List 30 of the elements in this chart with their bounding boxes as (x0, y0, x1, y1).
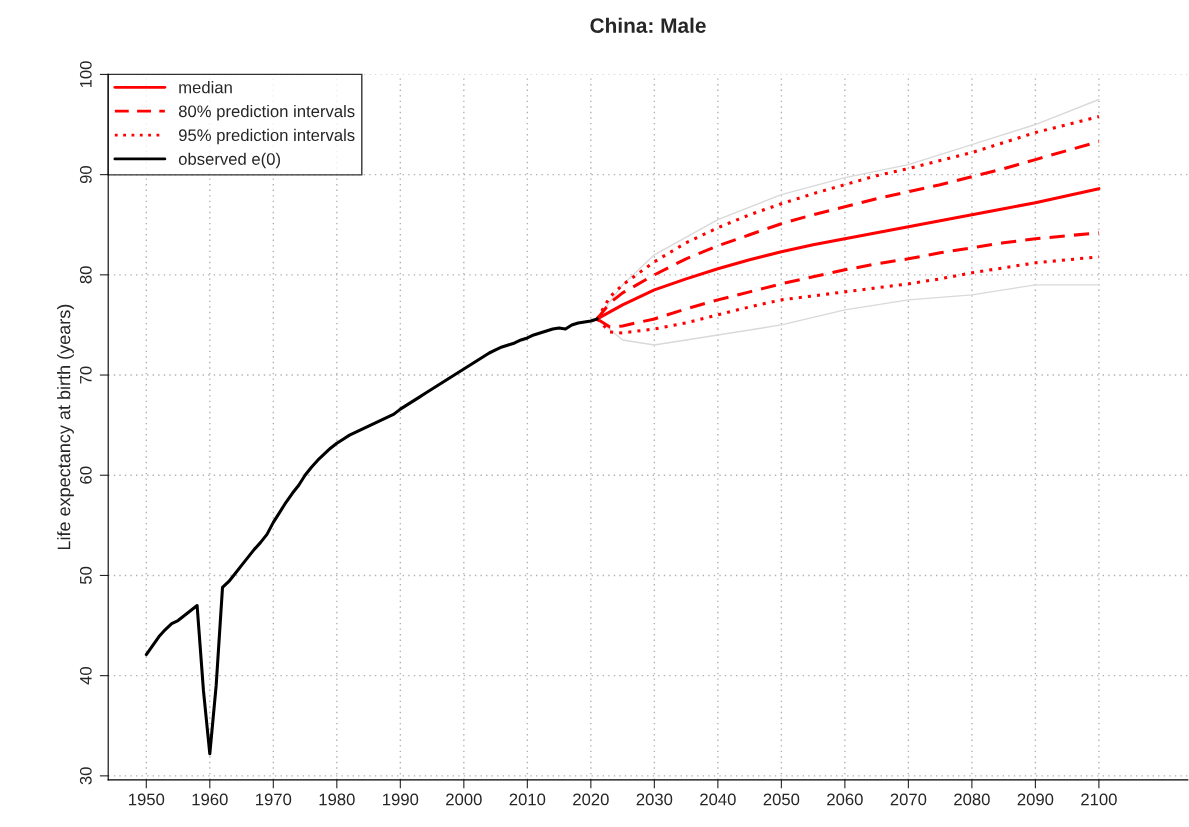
x-tick-label: 1980 (319, 793, 355, 806)
y-tick-label: 80 (79, 266, 92, 284)
x-tick-label: 2000 (446, 793, 482, 806)
y-tick-label: 60 (79, 466, 92, 484)
y-tick-label: 70 (79, 366, 92, 384)
x-tick-label: 1970 (256, 793, 292, 806)
legend-label: median (179, 81, 232, 94)
x-tick-label: 2030 (636, 793, 673, 806)
y-axis-title: Life expectancy at birth (years) (57, 304, 74, 550)
x-tick-label: 2020 (573, 793, 609, 806)
y-tick-label: 40 (79, 667, 92, 685)
x-tick-label: 2010 (509, 793, 546, 806)
x-tick-label: 1960 (192, 793, 228, 806)
x-tick-label: 2050 (763, 793, 800, 806)
legend-label: 80% prediction intervals (178, 104, 355, 121)
x-tick-label: 2070 (890, 793, 927, 806)
legend-label: observed e(0) (178, 152, 280, 169)
chart-title: China: Male (590, 17, 706, 33)
y-tick-label: 100 (79, 61, 92, 88)
y-tick-label: 50 (79, 566, 92, 585)
x-tick-label: 2060 (827, 793, 863, 806)
x-tick-label: 2090 (1017, 793, 1054, 806)
x-tick-label: 1990 (383, 793, 419, 806)
y-tick-label: 30 (79, 767, 92, 785)
x-tick-label: 2080 (954, 793, 990, 806)
y-tick-label: 90 (79, 166, 92, 184)
legend-label: 95% prediction intervals (178, 128, 355, 145)
x-tick-label: 1950 (129, 793, 165, 806)
x-tick-label: 2100 (1081, 793, 1117, 806)
x-tick-label: 2040 (700, 793, 736, 806)
